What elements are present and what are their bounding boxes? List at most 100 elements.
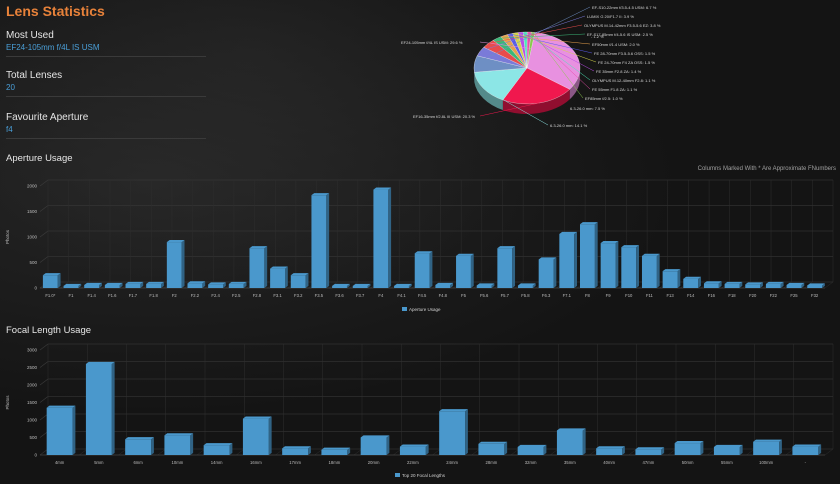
favourite-aperture-label: Favourite Aperture: [6, 112, 89, 123]
bar-top: [290, 273, 309, 276]
bar-top: [765, 281, 784, 284]
bar: [807, 285, 823, 288]
x-tick-label: 55mm: [721, 460, 733, 465]
x-tick-label: 40mm: [603, 460, 615, 465]
bar-top: [662, 269, 681, 272]
x-tick-label: F5.8: [521, 293, 530, 298]
gridline-floor: [353, 448, 363, 456]
bar: [765, 283, 781, 288]
x-tick-label: F1.8: [149, 293, 158, 298]
x-tick-label: F13: [666, 293, 674, 298]
bar-side: [656, 253, 660, 288]
x-tick-label: F4: [378, 293, 384, 298]
bar-side: [698, 276, 701, 288]
bar-side: [594, 222, 598, 288]
pie-extra-label: 6.3-26.0 mm: 7.5 %: [570, 106, 605, 111]
bar-side: [408, 283, 412, 288]
bar-side: [512, 246, 516, 288]
pie-label-connector: [529, 31, 591, 90]
pie-label-connector: [504, 35, 591, 45]
pie-slice-label: FE 28-70mm F3.5-5.6 OSS: 1.5 %: [594, 51, 656, 56]
x-tick-label: 4mm: [55, 460, 65, 465]
bar: [518, 285, 533, 288]
bar-top: [321, 447, 351, 450]
bar-top: [63, 283, 82, 286]
x-tick-label: 32mm: [525, 460, 537, 465]
gridline-side: [39, 413, 49, 421]
x-tick-label: 35mm: [564, 460, 576, 465]
bar-top: [456, 253, 474, 256]
y-tick-label: 1000: [27, 418, 38, 423]
pie-slice-label: EF50mm f/1.4 USM: 2.0 %: [592, 42, 640, 47]
bar-side: [760, 282, 763, 288]
bar: [456, 255, 471, 288]
bar-top: [352, 283, 371, 286]
bar: [713, 446, 740, 455]
bar: [42, 275, 58, 288]
bar: [724, 283, 740, 288]
gridline-floor: [746, 448, 755, 456]
bar-top: [42, 273, 61, 276]
aperture-note: Columns Marked With * Are Approximate FN…: [697, 166, 836, 172]
pie-slice-label: LUMIX G 20/F1.7 II: 3.9 %: [587, 14, 634, 19]
bar-side: [140, 281, 144, 288]
x-tick-label: 100mm: [759, 460, 773, 465]
focal-length-chart: 0 500 1000 1500 2000 2500 3000 Photos 4mm 5mm 6mm 1…: [5, 343, 834, 478]
bar-side: [429, 251, 433, 288]
bar-side: [739, 281, 743, 288]
y-tick-label: 3000: [27, 348, 38, 353]
bar: [786, 284, 802, 288]
x-tick-label: F2.8: [253, 293, 262, 298]
bar-side: [615, 241, 619, 288]
bar: [290, 275, 306, 288]
y-tick-label: 2500: [27, 365, 38, 370]
bar: [600, 243, 616, 288]
bar-side: [202, 281, 206, 288]
pie-slice-label: EF24-105mm f/4L IS USM: 29.6 %: [401, 40, 463, 45]
bar-top: [270, 266, 288, 269]
bar-top: [786, 282, 805, 285]
x-tick-label: F8: [585, 293, 591, 298]
x-tick-label: F3.7: [356, 293, 365, 298]
bar-side: [305, 273, 309, 288]
bar: [596, 448, 623, 455]
most-used-stat: Most Used EF24-105mm f/4L IS USM: [6, 30, 206, 57]
pie-label-connector: [532, 32, 584, 99]
gridline-side: [39, 431, 49, 438]
most-used-value: EF24-105mm f/4L IS USM: [6, 43, 100, 52]
x-tick-label: 22mm: [407, 460, 419, 465]
pie-slice-label: FE 35mm F2.8 ZA: 1.4 %: [596, 69, 642, 74]
bar-top: [559, 231, 578, 234]
bar-side: [99, 282, 102, 288]
focal-length-title: Focal Length Usage: [6, 325, 92, 336]
bar-top: [579, 222, 598, 225]
bar: [703, 283, 719, 288]
bar: [478, 443, 505, 455]
legend-label: Top 20 Focal Lengths: [402, 473, 446, 478]
gridline-side: [39, 378, 49, 386]
pie-label-connector: [515, 32, 597, 63]
x-tick-label: F22: [770, 293, 778, 298]
bar-side: [285, 266, 288, 288]
bar-top: [187, 281, 206, 284]
bar-top: [311, 193, 330, 196]
bar-side: [779, 439, 782, 455]
bar-top: [753, 439, 782, 442]
bar: [745, 284, 761, 288]
pie-slice-label: OLYMPUS M.14-42mm F3.5-5.6 EZ: 3.8 %: [584, 23, 661, 28]
bar-top: [373, 187, 392, 190]
x-tick-label: 47mm: [643, 460, 655, 465]
bar-top: [399, 444, 429, 447]
x-tick-label: F5.6: [480, 293, 489, 298]
x-tick-label: F10: [625, 293, 633, 298]
aperture-usage-title: Aperture Usage: [6, 153, 73, 164]
x-tick-label: 18mm: [329, 460, 341, 465]
bar-side: [326, 193, 330, 288]
x-tick-label: F3.6: [335, 293, 344, 298]
bar-side: [465, 409, 468, 455]
x-tick-label: 14mm: [211, 460, 223, 465]
x-tick-label: F2: [172, 293, 178, 298]
bar-side: [78, 283, 82, 288]
bar-top: [242, 416, 272, 419]
y-tick-label: 500: [29, 260, 37, 265]
